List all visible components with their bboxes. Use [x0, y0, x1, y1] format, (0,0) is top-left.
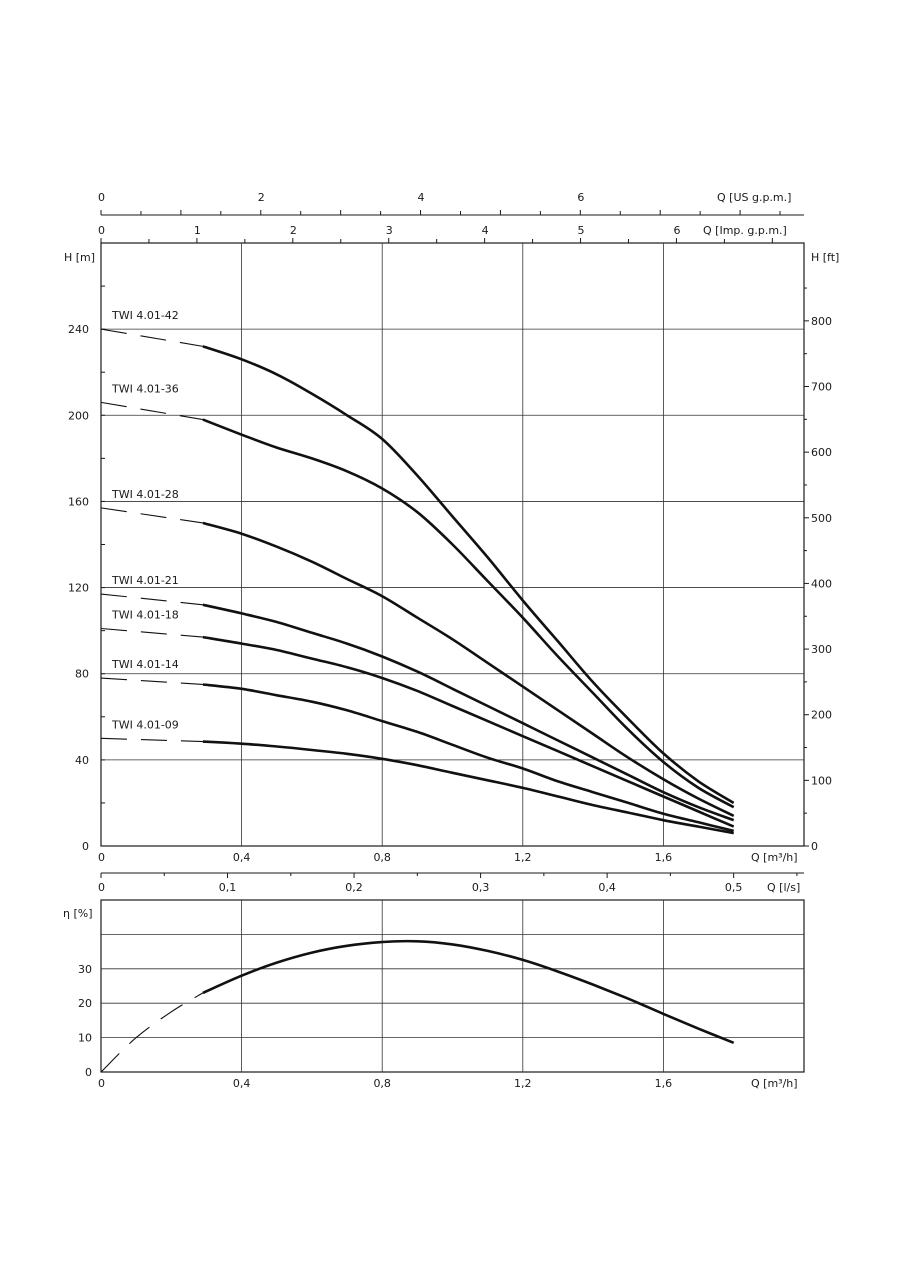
head-plot: 0 40 80 120 160 200 240 H [m] 0 100 200 300 400 500 60… — [64, 242, 839, 864]
series-line-twi-4-01-28 — [202, 521, 735, 818]
head-x-tick-label: 0,8 — [373, 851, 391, 864]
efficiency-plot: 0 10 20 30 η [%] 0 0,4 0,8 1,2 1,6 Q [m³/h] — [63, 899, 805, 1090]
head-y2-tick-label: 500 — [811, 512, 832, 525]
head-y-tick-label: 240 — [68, 323, 89, 336]
head-y-tick-label: 120 — [68, 582, 89, 595]
head-y-tick-label: 200 — [68, 409, 89, 422]
series-dashed-twi-4-01-36 — [100, 401, 204, 421]
series-label-twi-4-01-21: TWI 4.01-21 — [111, 574, 179, 587]
ls-axis-tick-label: 0 — [98, 881, 105, 894]
head-y-tick-label: 0 — [82, 840, 89, 853]
head-y-tick-label: 80 — [75, 668, 89, 681]
eff-x-tick-label: 1,2 — [514, 1077, 532, 1090]
series-dashed-twi-4-01-09 — [100, 737, 203, 743]
top-axis-tick-label: 6 — [673, 224, 680, 237]
eff-y-tick-label: 20 — [78, 997, 92, 1010]
series-line-twi-4-01-18 — [202, 635, 735, 828]
top-axis-tick-label: 4 — [418, 191, 425, 204]
top-axis-tick-label: 1 — [194, 224, 201, 237]
eff-series-dashed — [100, 992, 204, 1073]
head-y-tick-label: 160 — [68, 495, 89, 508]
head-x-tick-label: 0 — [98, 851, 105, 864]
head-y2-axis-title: H [ft] — [811, 251, 839, 264]
head-y-axis-title: H [m] — [64, 251, 95, 264]
ls-axis-tick-label: 0,4 — [598, 881, 616, 894]
head-y2-tick-label: 800 — [811, 315, 832, 328]
series-dashed-twi-4-01-42 — [100, 328, 204, 347]
series-dashed-twi-4-01-28 — [100, 507, 204, 524]
ls-axis-tick-label: 0,2 — [345, 881, 363, 894]
series-dashed-twi-4-01-14 — [100, 677, 203, 686]
series-label-twi-4-01-18: TWI 4.01-18 — [111, 608, 179, 621]
eff-y-tick-label: 10 — [78, 1032, 92, 1045]
eff-plot-frame — [100, 899, 805, 1073]
series-label-twi-4-01-28: TWI 4.01-28 — [111, 488, 179, 501]
series-label-twi-4-01-36: TWI 4.01-36 — [111, 382, 179, 395]
ls-axis-tick-label: 0,3 — [472, 881, 490, 894]
eff-y-axis-title: η [%] — [63, 907, 93, 920]
head-y2-tick-label: 100 — [811, 774, 832, 787]
series-dashed-twi-4-01-21 — [100, 593, 203, 606]
eff-x-tick-label: 0,4 — [233, 1077, 251, 1090]
head-y2-tick-label: 600 — [811, 446, 832, 459]
top-axis-tick-label: 3 — [386, 224, 393, 237]
eff-y-tick-label: 30 — [78, 963, 92, 976]
top-axis-title: Q [US g.p.m.] — [717, 191, 791, 204]
head-y-tick-label: 40 — [75, 754, 89, 767]
series-label-twi-4-01-14: TWI 4.01-14 — [111, 658, 179, 671]
eff-y-tick-label: 0 — [85, 1066, 92, 1079]
top-secondary-axes: 0 2 4 6 Q [US g.p.m.] 0 1 2 3 4 5 6 Q [Imp. g.p.m.] — [98, 191, 804, 243]
top-axis-tick-label: 6 — [577, 191, 584, 204]
head-y2-tick-label: 400 — [811, 577, 832, 590]
head-x-tick-label: 1,6 — [655, 851, 673, 864]
head-x-tick-label: 0,4 — [233, 851, 251, 864]
head-y2-tick-label: 300 — [811, 643, 832, 656]
head-x-tick-label: 1,2 — [514, 851, 532, 864]
eff-x-tick-label: 0,8 — [373, 1077, 391, 1090]
top-axis-tick-label: 0 — [98, 191, 105, 204]
top-axis-tick-label: 2 — [290, 224, 297, 237]
ls-axis-title: Q [l/s] — [767, 881, 800, 894]
top-axis-title: Q [Imp. g.p.m.] — [703, 224, 787, 237]
top-axis-tick-label: 5 — [578, 224, 585, 237]
series-label-twi-4-01-42: TWI 4.01-42 — [111, 309, 179, 322]
eff-series-line — [202, 939, 735, 1045]
eff-x-axis-title: Q [m³/h] — [751, 1077, 798, 1090]
head-y2-tick-label: 700 — [811, 380, 832, 393]
series-dashed-twi-4-01-18 — [100, 627, 203, 638]
head-x-axis-title: Q [m³/h] — [751, 851, 798, 864]
series-label-twi-4-01-09: TWI 4.01-09 — [111, 718, 179, 731]
series-line-twi-4-01-09 — [202, 740, 734, 835]
top-axis-tick-label: 4 — [482, 224, 489, 237]
series-line-twi-4-01-36 — [202, 418, 735, 809]
series-line-twi-4-01-42 — [202, 345, 735, 805]
head-y2-tick-label: 0 — [811, 840, 818, 853]
ls-axis-tick-label: 0,1 — [219, 881, 237, 894]
series-line-twi-4-01-21 — [202, 603, 735, 822]
eff-x-tick-label: 1,6 — [655, 1077, 673, 1090]
eff-x-tick-label: 0 — [98, 1077, 105, 1090]
top-axis-tick-label: 0 — [98, 224, 105, 237]
ls-axis-tick-label: 0,5 — [725, 881, 743, 894]
flow-ls-axis: 0 0,1 0,2 0,3 0,4 0,5 Q [l/s] — [98, 872, 804, 894]
head-y2-tick-label: 200 — [811, 709, 832, 722]
top-axis-tick-label: 2 — [258, 191, 265, 204]
series-line-twi-4-01-14 — [202, 683, 735, 833]
